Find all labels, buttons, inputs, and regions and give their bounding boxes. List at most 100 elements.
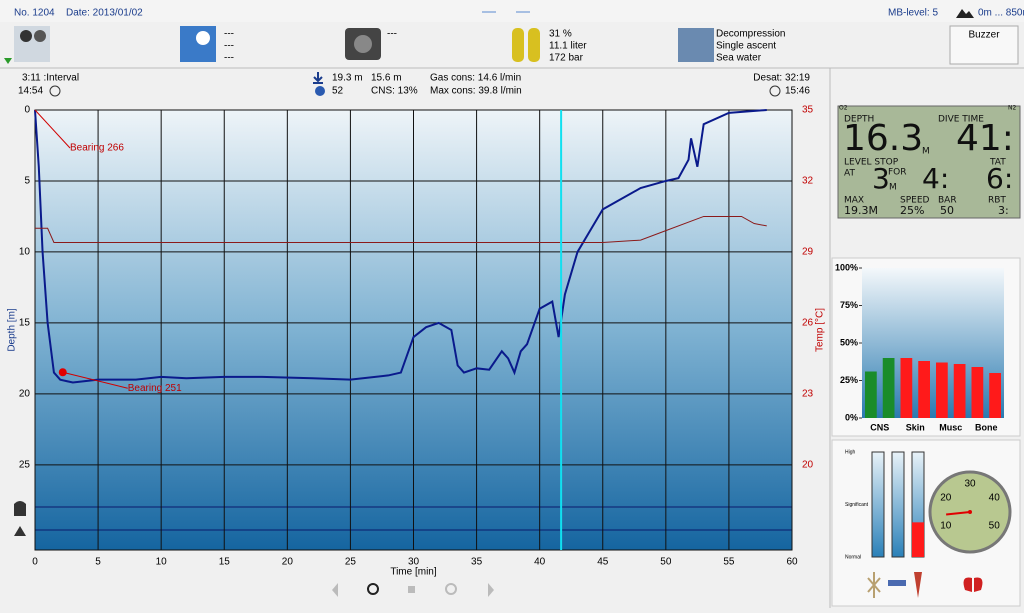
bar [865,371,877,418]
y2-tick-label: 23 [802,389,814,400]
dropdown-icon[interactable] [4,58,12,64]
y-tick-label: 10 [19,247,31,258]
lcd-dive-time: 41: [956,118,1014,159]
x-tick-label: 5 [95,557,101,568]
x-tick-label: 60 [786,557,798,568]
x-tick-label: 25 [345,557,357,568]
lcd-stop-depth: 3 [872,162,890,195]
dial-tick-label: 10 [940,521,952,532]
dive-date: Date: 2013/01/02 [66,8,143,19]
y-tick-label: 20 [19,389,31,400]
tank-icon [528,28,540,62]
y2-tick-label: 20 [802,459,814,470]
temperature-line [35,215,767,243]
mb-level: MB-level: 5 [888,8,938,19]
lcd-label: DEPTH [844,115,874,125]
ascent-icon [14,526,26,536]
weather-icon-sun [196,31,210,45]
max-depth: 19.3 m [332,73,363,84]
bar [971,367,984,418]
camera-icon-lens [354,35,372,53]
muscle-icon [914,572,922,598]
gauge-scale-label: Normal [845,554,861,560]
nav-bar [332,583,494,597]
nav-next[interactable] [488,583,494,597]
info-text: --- [224,53,234,64]
y-tick-label: 5 [24,176,30,187]
y-tick-label: 25% [840,375,858,385]
lcd-depth: 16.3 [843,118,923,159]
x-tick-label: 30 [408,557,420,568]
altitude-icon [956,9,974,18]
y-tick-label: 50% [840,337,858,347]
zoom-out[interactable] [445,583,457,595]
lcd-max: 19.3M [844,204,878,217]
x-tick-label: 15 [219,557,231,568]
nav-prev[interactable] [332,583,338,597]
bar [918,361,930,418]
nav-stop[interactable] [408,586,415,593]
lcd-label: FOR [888,168,907,178]
top-bar [0,0,1024,22]
profile-chart: 0 5 10 15 20 25 30 35 40 45 50 55 60 0 5 10 15 20 25 20 23 26… [7,105,826,578]
zoom-in[interactable] [367,583,379,595]
dial-tick-label: 20 [940,493,952,504]
lcd-tat: 6: [986,162,1013,195]
avg-depth: 15.6 m [371,73,402,84]
x-axis-label: Time [min] [390,567,437,578]
buzzer-label[interactable]: Buzzer [968,30,1000,41]
info-text: Single ascent [716,41,776,52]
gauge-tube [891,451,905,558]
bar [882,358,895,418]
x-tick-label: 40 [534,557,546,568]
y-tick-label: 75% [840,300,858,310]
annotation-line [62,371,128,389]
lcd-label: LEVEL STOP [844,158,899,168]
time-icon [315,86,325,96]
info-text: --- [224,41,234,52]
x-tick-label: 55 [723,557,735,568]
exit-time: 15:46 [785,86,810,97]
annotation-marker [58,368,67,377]
bar [936,362,948,418]
bar [900,358,913,418]
y-axis-label: Depth [m] [7,308,18,352]
tissue-icon [867,572,881,598]
info-text: 31 % [549,29,572,40]
dive-no: No. 1204 [14,8,55,19]
dial-tick-label: 30 [964,479,976,490]
divers-icon [14,26,50,62]
annotation-line [34,109,71,149]
entry-time: 14:54 [18,86,43,97]
x-tick-label: 35 [471,557,483,568]
dive-time: 52 [332,86,344,97]
depth-icon [313,72,323,84]
x-tick-label: 20 [282,557,294,568]
x-tick-label: Bone [975,422,998,432]
computer-texts: O2 N2 DEPTH 16.3 M DIVE TIME 41: LEVEL S… [839,105,1016,218]
gauge-scale-label: Significant [845,502,869,508]
info-text: Sea water [716,53,762,64]
bar [989,373,1001,418]
gauge-scale-label: High [845,449,856,455]
lcd-unit: M [889,183,897,193]
x-tick-label: 10 [156,557,168,568]
lcd-label: N2 [1008,105,1016,112]
dial-hub [968,510,972,514]
y-tick-label: 15 [19,318,31,329]
lcd-label: RBT [988,196,1006,206]
info-text: Decompression [716,29,785,40]
lcd-label: DIVE TIME [938,115,984,125]
y2-tick-label: 32 [802,176,814,187]
dial-needle [946,511,971,516]
plot-frame [34,109,793,551]
lcd-label: AT [844,169,855,179]
y-tick-label: 0% [845,412,858,422]
divers-icon-part [34,30,46,42]
x-tick-label: Musc [939,422,962,432]
buzzer-button[interactable] [949,25,1019,65]
dial-tick-label: 50 [989,521,1001,532]
desat: Desat: 32:19 [753,73,810,84]
